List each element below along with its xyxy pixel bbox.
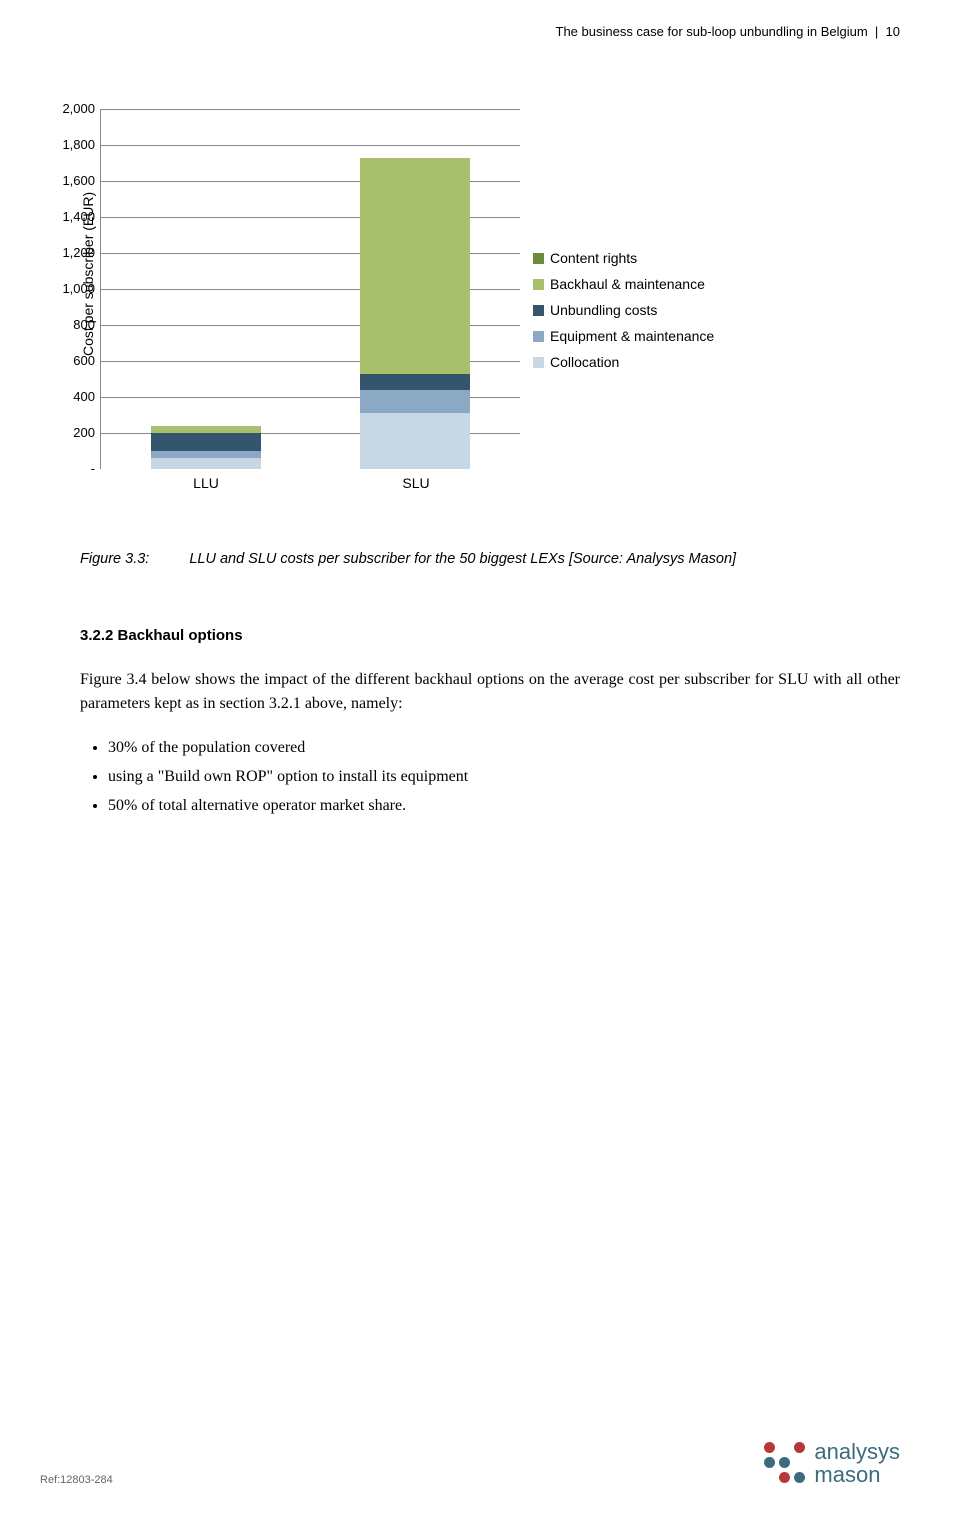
bar-segment bbox=[151, 458, 261, 469]
header-page-number: 10 bbox=[886, 24, 900, 39]
y-tick-label: 1,000 bbox=[45, 281, 95, 296]
list-item: 50% of total alternative operator market… bbox=[108, 792, 900, 819]
chart-container: Cost per subscriber (EUR) 2,0001,8001,60… bbox=[80, 109, 900, 491]
bar-slu bbox=[360, 158, 470, 469]
chart-and-legend: 2,0001,8001,6001,4001,2001,0008006004002… bbox=[100, 109, 714, 491]
plot-area: 2,0001,8001,6001,4001,2001,0008006004002… bbox=[100, 109, 521, 491]
logo-text: analysys mason bbox=[814, 1440, 900, 1486]
figure-caption-text: LLU and SLU costs per subscriber for the… bbox=[189, 551, 736, 567]
section-heading: 3.2.2 Backhaul options bbox=[80, 627, 900, 644]
legend-swatch bbox=[533, 305, 544, 316]
bar-segment bbox=[360, 374, 470, 390]
legend-swatch bbox=[533, 357, 544, 368]
y-tick-label: 200 bbox=[45, 425, 95, 440]
logo-dot bbox=[764, 1442, 775, 1453]
y-tick-label: 1,600 bbox=[45, 173, 95, 188]
y-tick-label: - bbox=[45, 461, 95, 476]
y-tick-label: 2,000 bbox=[45, 101, 95, 116]
y-tick-label: 400 bbox=[45, 389, 95, 404]
logo-line2: mason bbox=[814, 1463, 900, 1486]
legend-label: Equipment & maintenance bbox=[550, 328, 714, 344]
y-tick-label: 1,800 bbox=[45, 137, 95, 152]
chart-legend: Content rights Backhaul & maintenance Unbu… bbox=[533, 230, 714, 370]
y-tick-label: 1,400 bbox=[45, 209, 95, 224]
bar-segment bbox=[360, 413, 470, 469]
logo-dot bbox=[794, 1442, 805, 1453]
logo-dot bbox=[764, 1457, 775, 1468]
bar-slot bbox=[331, 109, 499, 469]
legend-label: Unbundling costs bbox=[550, 302, 657, 318]
bar-llu bbox=[151, 426, 261, 469]
legend-swatch bbox=[533, 279, 544, 290]
logo-dot bbox=[779, 1457, 790, 1468]
figure-caption: Figure 3.3: LLU and SLU costs per subscr… bbox=[80, 551, 900, 567]
legend-swatch bbox=[533, 331, 544, 342]
figure-number: Figure 3.3: bbox=[80, 551, 149, 567]
list-item: 30% of the population covered bbox=[108, 734, 900, 761]
bar-slot bbox=[122, 109, 290, 469]
footer-reference: Ref:12803-284 bbox=[40, 1474, 113, 1486]
legend-item: Backhaul & maintenance bbox=[533, 276, 714, 292]
page-content: Cost per subscriber (EUR) 2,0001,8001,60… bbox=[0, 39, 960, 820]
y-tick-label: 800 bbox=[45, 317, 95, 332]
page-header: The business case for sub-loop unbundlin… bbox=[0, 0, 960, 39]
page-footer: Ref:12803-284 analysys mason bbox=[40, 1440, 900, 1486]
bars-layer bbox=[101, 109, 520, 469]
bar-segment bbox=[360, 158, 470, 374]
list-item: using a "Build own ROP" option to instal… bbox=[108, 763, 900, 790]
bar-segment bbox=[151, 433, 261, 451]
section-paragraph: Figure 3.4 below shows the impact of the… bbox=[80, 668, 900, 716]
bar-segment bbox=[151, 426, 261, 433]
logo-dot bbox=[779, 1472, 790, 1483]
bar-segment bbox=[360, 390, 470, 413]
legend-item: Content rights bbox=[533, 250, 714, 266]
legend-swatch bbox=[533, 253, 544, 264]
legend-item: Equipment & maintenance bbox=[533, 328, 714, 344]
bar-segment bbox=[151, 451, 261, 458]
category-label: SLU bbox=[311, 475, 521, 491]
logo-line1: analysys bbox=[814, 1440, 900, 1463]
y-tick-label: 1,200 bbox=[45, 245, 95, 260]
legend-item: Unbundling costs bbox=[533, 302, 714, 318]
header-title: The business case for sub-loop unbundlin… bbox=[556, 24, 868, 39]
legend-label: Content rights bbox=[550, 250, 637, 266]
legend-item: Collocation bbox=[533, 354, 714, 370]
logo-dot bbox=[794, 1472, 805, 1483]
chart-plot: 2,0001,8001,6001,4001,2001,0008006004002… bbox=[100, 109, 520, 469]
legend-label: Collocation bbox=[550, 354, 619, 370]
bullet-list: 30% of the population coveredusing a "Bu… bbox=[80, 734, 900, 820]
legend-label: Backhaul & maintenance bbox=[550, 276, 705, 292]
category-label: LLU bbox=[101, 475, 311, 491]
analysys-mason-logo: analysys mason bbox=[764, 1440, 900, 1486]
category-labels: LLUSLU bbox=[101, 475, 521, 491]
y-tick-label: 600 bbox=[45, 353, 95, 368]
logo-dots bbox=[764, 1442, 806, 1484]
